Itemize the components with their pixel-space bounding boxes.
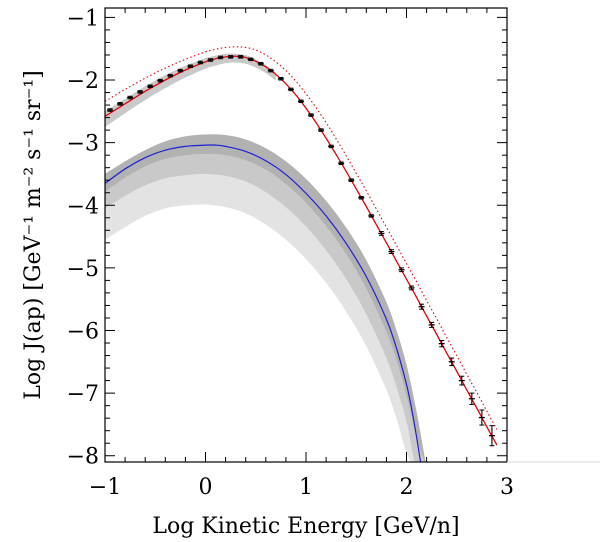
x-tick-labels: −1 0 1 2 3 bbox=[89, 475, 514, 500]
data-point bbox=[157, 78, 164, 83]
data-point bbox=[147, 84, 154, 89]
x-tick-label: 3 bbox=[500, 475, 514, 500]
data-point bbox=[117, 102, 124, 106]
data-point bbox=[297, 99, 304, 104]
x-tick-label: 1 bbox=[299, 475, 313, 500]
data-point bbox=[277, 77, 284, 81]
series-dotted-red bbox=[105, 46, 498, 430]
data-point bbox=[287, 87, 294, 92]
data-point bbox=[478, 409, 485, 426]
x-tick-label: −1 bbox=[89, 475, 121, 500]
data-point bbox=[308, 113, 315, 117]
data-point bbox=[358, 195, 365, 200]
data-point bbox=[488, 425, 495, 447]
data-point bbox=[338, 161, 345, 166]
x-axis-title: Log Kinetic Energy [GeV/n] bbox=[152, 514, 459, 539]
y-tick-labels: −1 −2 −3 −4 −5 −6 −7 −8 bbox=[67, 6, 99, 469]
y-tick-label: −1 bbox=[67, 6, 99, 31]
data-point bbox=[408, 285, 415, 291]
data-point bbox=[378, 231, 385, 236]
data-point bbox=[398, 267, 405, 273]
x-tick-label: 0 bbox=[199, 475, 213, 500]
data-point bbox=[217, 55, 224, 60]
data-point bbox=[328, 144, 335, 149]
data-point bbox=[237, 55, 244, 59]
series-solid-blue bbox=[105, 144, 422, 462]
y-tick-label: −3 bbox=[67, 132, 99, 157]
data-point bbox=[137, 90, 144, 94]
data-point bbox=[257, 61, 264, 66]
data-point bbox=[267, 68, 274, 73]
data-point bbox=[458, 375, 465, 386]
uncertainty-bands bbox=[105, 53, 426, 462]
y-tick-label: −2 bbox=[67, 69, 99, 94]
data-point bbox=[207, 58, 214, 62]
data-point bbox=[368, 214, 375, 218]
y-tick-label: −6 bbox=[67, 319, 99, 344]
data-point bbox=[348, 178, 355, 182]
data-point bbox=[318, 128, 325, 132]
data-point bbox=[107, 108, 114, 112]
data-point bbox=[448, 357, 455, 367]
data-point bbox=[428, 321, 435, 328]
data-point bbox=[247, 57, 254, 62]
x-tick-label: 2 bbox=[400, 475, 414, 500]
y-axis-title: Log J(ap) [GeV⁻¹ m⁻² s⁻¹ sr⁻¹] bbox=[21, 70, 46, 399]
data-point bbox=[438, 340, 445, 348]
data-point bbox=[187, 64, 194, 68]
data-point bbox=[227, 55, 234, 59]
data-point bbox=[388, 249, 395, 254]
band-dark bbox=[105, 134, 426, 462]
data-points bbox=[107, 55, 495, 447]
model-lines bbox=[105, 46, 498, 462]
y-tick-label: −7 bbox=[67, 382, 99, 407]
y-tick-label: −8 bbox=[67, 445, 99, 470]
data-point bbox=[127, 95, 134, 100]
data-point bbox=[468, 392, 475, 405]
y-tick-label: −4 bbox=[67, 194, 99, 219]
y-tick-label: −5 bbox=[67, 257, 99, 282]
data-point bbox=[197, 60, 204, 65]
data-point bbox=[418, 303, 425, 310]
data-point bbox=[167, 73, 174, 78]
data-point bbox=[177, 68, 184, 73]
axis-ticks bbox=[104, 8, 508, 462]
